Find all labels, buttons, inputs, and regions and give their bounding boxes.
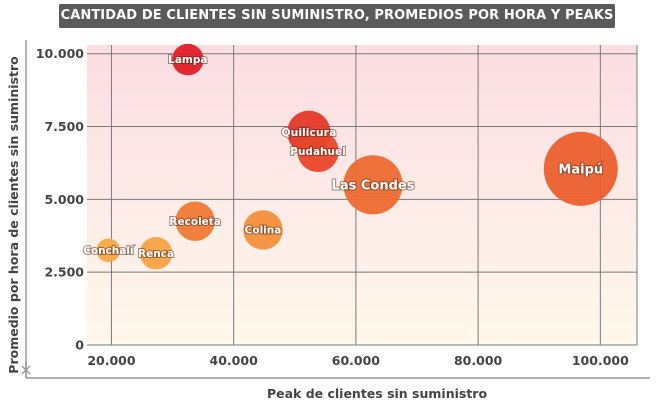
x-tick-label: 80.000 — [454, 353, 503, 368]
bubble-circle — [172, 43, 204, 76]
axes — [25, 40, 650, 379]
bubble — [175, 201, 215, 241]
axis-origin-icon — [21, 362, 31, 378]
x-axis-label: Peak de clientes sin suministro — [267, 386, 488, 401]
bubble — [172, 43, 204, 76]
y-tick-label: 2.500 — [44, 265, 84, 280]
bubble-circle — [297, 130, 339, 173]
bubble — [343, 155, 403, 215]
bubble — [297, 130, 339, 173]
bubble-label: Quilicura — [281, 126, 336, 139]
bubble-label: Colina — [245, 225, 282, 237]
x-tick-label: 20.000 — [87, 353, 136, 368]
bubble-label: Las Condes — [332, 178, 415, 193]
bubble-circle — [139, 236, 173, 270]
y-axis-label: Promedio por hora de clientes sin sumini… — [6, 56, 21, 374]
y-tick-label: 5.000 — [44, 192, 84, 207]
bubble-circle — [343, 155, 403, 215]
x-tick-label: 40.000 — [210, 353, 259, 368]
y-tick-label: 10.000 — [36, 46, 85, 61]
bubble — [96, 238, 121, 263]
tick-labels: 20.000 40.000 60.000 80.000 100.000 0 2.500 5.0… — [36, 46, 629, 368]
bubble-circle — [243, 210, 283, 250]
bubble-label: Lampa — [168, 54, 207, 66]
bubble-label: Maipú — [558, 162, 603, 177]
bubble — [543, 131, 618, 206]
x-tick-label: 100.000 — [572, 353, 629, 368]
bubble-circle — [96, 238, 121, 263]
x-tick-label: 60.000 — [332, 353, 381, 368]
bubble-label: Pudahuel — [290, 146, 345, 158]
bubbles: Lampa Quilicura Pudahuel Las Condes Maipú Rec… — [82, 43, 618, 270]
y-tick-label: 7.500 — [44, 119, 84, 134]
chart-title: CANTIDAD DE CLIENTES SIN SUMINISTRO, PRO… — [59, 4, 615, 28]
bubble-circle — [175, 201, 215, 241]
bubble-circle — [543, 131, 618, 206]
bubble-label: Renca — [138, 248, 174, 260]
bubble-label: Recoleta — [169, 216, 220, 228]
bubble — [243, 210, 283, 250]
bubble — [139, 236, 173, 270]
y-tick-label: 0 — [75, 338, 84, 353]
bubble-label: Conchalí — [83, 245, 135, 257]
